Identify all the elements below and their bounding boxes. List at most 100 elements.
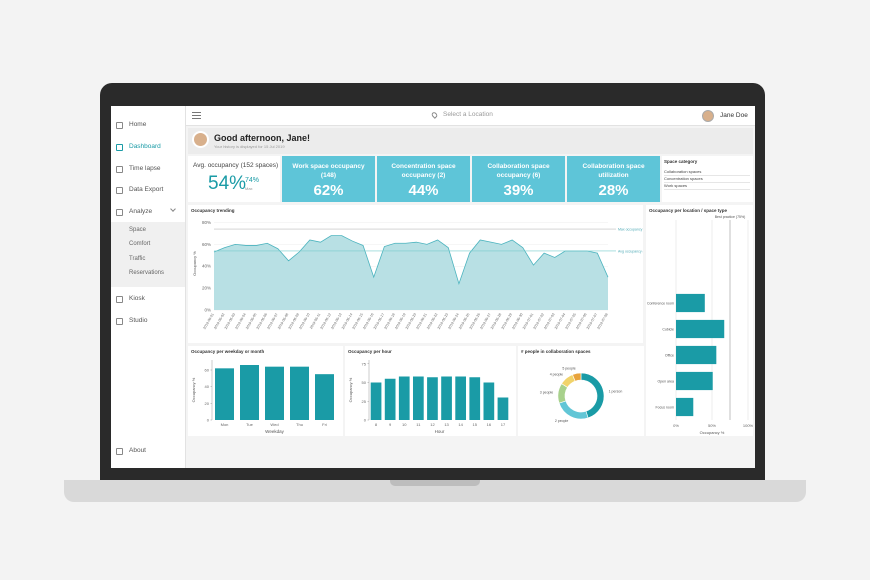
- segment-label: 2 people: [555, 419, 568, 423]
- kpi-card[interactable]: Collaboration space utilization 28%: [567, 156, 660, 202]
- filter-title: Space category: [664, 159, 698, 164]
- segment-label: 4 people: [550, 372, 563, 376]
- greeting-avatar: [192, 131, 209, 148]
- menu-icon[interactable]: [192, 112, 201, 119]
- kpi-value: 39%: [503, 182, 534, 199]
- location-select[interactable]: Select a Location: [443, 111, 493, 118]
- nav-icon: [116, 187, 123, 194]
- x-axis-label: Hour: [435, 429, 445, 434]
- greeting-bar: [188, 128, 753, 154]
- nav-icon: [116, 122, 123, 129]
- sidebar: [111, 106, 186, 468]
- chart-title: Occupancy per location / space type: [649, 208, 728, 213]
- nav-item[interactable]: Time lapse: [129, 165, 161, 172]
- y-axis-label: Occupancy %: [191, 377, 196, 402]
- y-axis-label: Occupancy %: [348, 377, 353, 402]
- nav-icon: [116, 448, 123, 455]
- x-tick-label: 100%: [743, 423, 753, 428]
- y-tick-label: 40: [205, 384, 210, 389]
- filter-option[interactable]: Concentration spaces: [664, 176, 750, 183]
- nav-item[interactable]: Home: [129, 121, 147, 128]
- space-category: Space category Collaboration spaces Conce…: [662, 156, 753, 202]
- y-tick-label: 80%: [202, 220, 211, 225]
- bar: [676, 371, 713, 391]
- bar: [455, 376, 467, 420]
- x-tick-label: Fri: [322, 422, 327, 427]
- nav-item[interactable]: Analyze: [129, 208, 153, 215]
- nav-icon: [116, 144, 123, 151]
- kpi-card[interactable]: Collaboration space occupancy (6) 39%: [472, 156, 565, 202]
- x-tick-label: 8: [375, 422, 378, 427]
- kpi-value: 62%: [313, 182, 344, 199]
- bar: [441, 376, 452, 420]
- y-tick-label: Open area: [657, 380, 674, 384]
- user-avatar[interactable]: [702, 110, 714, 122]
- summary-card: Avg. occupancy (152 spaces) 54% 74% Max: [188, 156, 280, 202]
- chart: Occupancy per weekday or month 0 20 40 60 Mon…: [191, 349, 334, 434]
- y-tick-label: 60: [205, 368, 210, 373]
- bar: [240, 365, 259, 420]
- y-axis-label: Occupancy %: [192, 251, 197, 276]
- nav-subitem[interactable]: Space: [129, 227, 147, 233]
- x-tick-label: 2019-07-08: [596, 312, 608, 330]
- x-tick-label: 10: [402, 422, 407, 427]
- bar: [676, 397, 694, 417]
- bar: [483, 382, 495, 420]
- greeting-subtitle: Your history is displayed for 15 Jul 201…: [214, 144, 285, 149]
- reference-label: Avg occupancy (54%): [618, 249, 643, 253]
- summary-peak: 74%: [245, 177, 260, 184]
- nav-item[interactable]: Kiosk: [129, 295, 145, 302]
- y-tick-label: 40%: [202, 264, 211, 269]
- bar: [469, 377, 481, 420]
- bar: [676, 319, 725, 339]
- kpi-label: Collaboration space occupancy (6): [487, 163, 550, 179]
- y-tick-label: Cubicle: [662, 328, 674, 332]
- reference-label: Best practice (75%): [715, 215, 746, 219]
- kpi-value: 44%: [408, 182, 439, 199]
- segment-label: 3 people: [540, 390, 553, 394]
- nav-item[interactable]: Studio: [129, 317, 148, 324]
- nav-item[interactable]: Dashboard: [129, 143, 161, 150]
- chart: # people in collaboration spaces 1 person…: [521, 349, 623, 423]
- bar: [676, 293, 705, 313]
- kpi-label: Work space occupancy (148): [292, 163, 365, 179]
- y-tick-label: 50: [362, 380, 367, 385]
- chart-title: # people in collaboration spaces: [521, 349, 591, 354]
- nav-subitem[interactable]: Comfort: [129, 241, 151, 247]
- nav-icon: [116, 296, 123, 303]
- x-tick-label: 16: [487, 422, 492, 427]
- x-axis-label: Occupancy %: [700, 430, 725, 435]
- user-name[interactable]: Jane Doe: [720, 112, 748, 119]
- kpi-card[interactable]: Work space occupancy (148) 62%: [282, 156, 375, 202]
- nav-item[interactable]: About: [129, 447, 146, 454]
- segment-label: 5 people: [562, 366, 575, 370]
- nav-subitem[interactable]: Reservations: [129, 270, 165, 276]
- x-tick-label: Mon: [221, 422, 229, 427]
- y-tick-label: 0: [207, 418, 210, 423]
- topbar: [186, 106, 755, 126]
- summary-label: Avg. occupancy (152 spaces): [193, 162, 279, 169]
- x-tick-label: 9: [389, 422, 392, 427]
- y-tick-label: 0: [364, 418, 367, 423]
- y-tick-label: 25: [362, 399, 367, 404]
- chart-title: Occupancy per weekday or month: [191, 349, 265, 354]
- bar: [497, 397, 509, 420]
- donut-segment: [572, 372, 582, 382]
- area: [214, 235, 608, 310]
- kpi-card[interactable]: Concentration space occupancy (2) 44%: [377, 156, 470, 202]
- summary-peak-caption: Max: [245, 186, 253, 191]
- nav-subitem[interactable]: Traffic: [129, 256, 146, 262]
- x-tick-label: 15: [473, 422, 478, 427]
- nav-item[interactable]: Data Export: [129, 186, 164, 193]
- laptop-base: [64, 480, 806, 502]
- nav-icon: [116, 209, 123, 216]
- bar: [427, 377, 438, 420]
- x-tick-label: Wed: [270, 422, 278, 427]
- bar: [412, 376, 424, 420]
- x-axis-label: Weekday: [265, 429, 284, 434]
- filter-option[interactable]: Collaboration spaces: [664, 169, 750, 176]
- segment-label: 1 person: [609, 390, 623, 394]
- filter-option[interactable]: Work spaces: [664, 183, 750, 190]
- chart-title: Occupancy per hour: [348, 349, 392, 354]
- bar: [676, 345, 717, 365]
